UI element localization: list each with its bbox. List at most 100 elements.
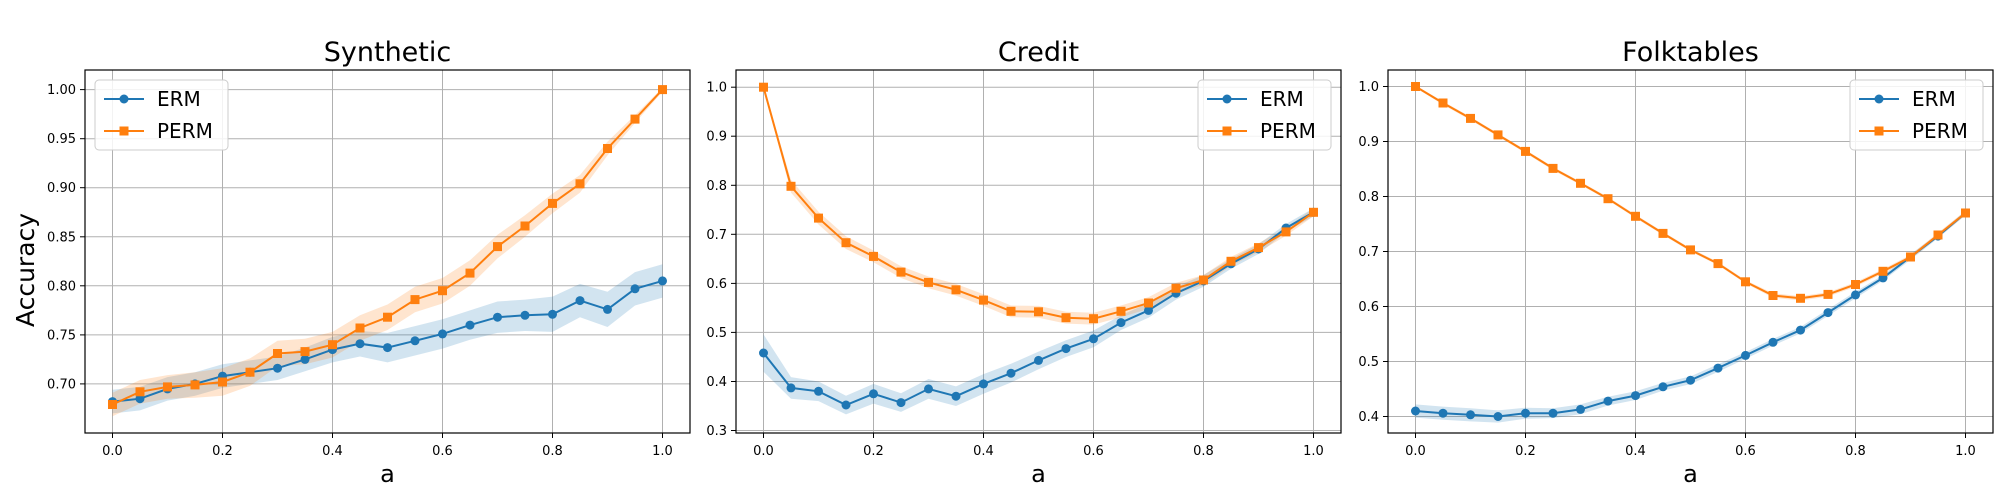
data-point-perm xyxy=(465,268,475,278)
data-point-erm xyxy=(1034,355,1043,365)
legend-marker-erm xyxy=(1222,94,1232,104)
data-point-erm xyxy=(1144,305,1153,315)
data-point-perm xyxy=(1933,230,1943,240)
legend: ERM PERM xyxy=(94,79,229,151)
data-point-perm xyxy=(1713,259,1723,269)
data-point-erm xyxy=(979,379,988,389)
data-point-perm xyxy=(135,387,145,397)
data-point-perm xyxy=(1466,113,1475,123)
data-point-erm xyxy=(1521,408,1530,418)
data-point-erm xyxy=(1823,308,1833,318)
data-point-perm xyxy=(1089,314,1098,324)
legend-label-perm: PERM xyxy=(1912,119,1968,143)
y-tick-label: 0.4 xyxy=(706,375,727,390)
data-point-perm xyxy=(1006,306,1016,316)
y-tick-label: 1.00 xyxy=(47,83,76,98)
data-point-erm xyxy=(135,394,145,404)
data-point-perm xyxy=(841,238,851,248)
data-point-perm xyxy=(1254,243,1263,253)
y-tick-label: 1.0 xyxy=(1358,80,1379,95)
data-point-perm xyxy=(924,277,933,287)
data-point-erm xyxy=(300,354,310,364)
data-point-erm xyxy=(630,284,640,294)
data-point-erm xyxy=(1116,318,1126,328)
data-point-perm xyxy=(300,347,310,357)
data-point-erm xyxy=(1006,368,1016,378)
data-point-perm xyxy=(1576,178,1585,188)
y-tick-label: 0.6 xyxy=(706,277,727,292)
data-point-erm xyxy=(924,384,933,394)
legend-label-perm: PERM xyxy=(157,119,213,143)
data-point-perm xyxy=(355,323,365,333)
chart-title: Folktables xyxy=(1622,37,1759,68)
y-tick-label: 0.9 xyxy=(706,130,727,145)
data-point-perm xyxy=(1281,227,1291,237)
chart-panel-folktables: 0.0 0.2 0.4 0.6 0.8 1.0 0.4 0.5 0.6 0.7 0.8 0.9 1.0 F… xyxy=(1358,37,1994,488)
figure-ylabel: Accuracy xyxy=(11,213,40,327)
x-tick-label: 0.8 xyxy=(542,444,563,459)
data-point-erm xyxy=(1796,325,1805,335)
data-point-perm xyxy=(1768,291,1778,300)
data-point-erm xyxy=(814,386,823,396)
data-point-erm xyxy=(1603,396,1613,406)
data-point-perm xyxy=(1906,252,1915,262)
chart-panel-synthetic: 0.0 0.2 0.4 0.6 0.8 1.0 0.70 0.75 0.80 0.85 0.90 0.… xyxy=(47,37,691,488)
data-point-erm xyxy=(1631,391,1640,401)
data-point-erm xyxy=(1851,290,1860,300)
data-point-perm xyxy=(979,295,988,305)
confidence-band-erm xyxy=(1415,210,1966,423)
x-tick-label: 0.4 xyxy=(1625,444,1646,459)
x-tick-label: 0.4 xyxy=(973,444,994,459)
data-point-perm xyxy=(1823,289,1833,299)
data-point-erm xyxy=(438,329,447,339)
data-point-erm xyxy=(1741,350,1750,360)
legend-label-erm: ERM xyxy=(1260,87,1304,111)
data-point-perm xyxy=(1686,245,1695,255)
legend-marker-perm xyxy=(119,126,129,136)
data-point-erm xyxy=(1576,404,1585,414)
data-point-perm xyxy=(520,221,530,231)
data-point-perm xyxy=(1658,228,1668,238)
data-point-erm xyxy=(869,389,878,399)
data-point-erm xyxy=(759,348,768,358)
x-axis-label: a xyxy=(1031,460,1046,488)
x-tick-label: 0.0 xyxy=(102,444,123,459)
y-tick-label: 0.7 xyxy=(1358,245,1379,260)
legend-marker-erm xyxy=(119,94,129,104)
data-point-perm xyxy=(603,144,612,153)
x-tick-label: 0.2 xyxy=(863,444,884,459)
y-tick-label: 0.8 xyxy=(1358,190,1379,205)
x-tick-label: 1.0 xyxy=(1955,444,1976,459)
x-tick-label: 0.8 xyxy=(1845,444,1866,459)
y-tick-label: 0.90 xyxy=(47,181,76,196)
data-point-erm xyxy=(1089,334,1098,344)
x-tick-label: 0.4 xyxy=(322,444,343,459)
legend: ERM PERM xyxy=(1197,79,1332,151)
x-tick-label: 0.8 xyxy=(1193,444,1214,459)
y-tick-label: 0.7 xyxy=(706,228,727,243)
data-point-erm xyxy=(1548,408,1558,418)
data-point-erm xyxy=(355,339,365,349)
legend-label-erm: ERM xyxy=(1912,87,1956,111)
data-point-perm xyxy=(1226,256,1236,266)
y-tick-label: 0.3 xyxy=(706,424,727,439)
y-tick-label: 0.9 xyxy=(1358,135,1379,150)
y-tick-label: 0.95 xyxy=(47,132,76,147)
data-point-perm xyxy=(1493,130,1503,140)
legend-marker-erm xyxy=(1874,94,1884,104)
data-point-perm xyxy=(1961,208,1970,218)
data-point-perm xyxy=(1796,293,1805,303)
data-point-erm xyxy=(841,400,851,410)
data-point-erm xyxy=(575,296,585,306)
data-point-perm xyxy=(1741,277,1750,287)
data-point-perm xyxy=(383,312,392,322)
y-tick-label: 0.6 xyxy=(1358,300,1379,315)
data-point-perm xyxy=(759,82,768,92)
data-point-perm xyxy=(814,213,823,223)
data-point-perm xyxy=(1411,82,1420,91)
data-point-erm xyxy=(1438,408,1448,418)
data-point-perm xyxy=(273,349,282,358)
data-point-perm xyxy=(1116,306,1126,316)
data-point-perm xyxy=(1438,98,1448,108)
data-point-perm xyxy=(1144,298,1153,308)
